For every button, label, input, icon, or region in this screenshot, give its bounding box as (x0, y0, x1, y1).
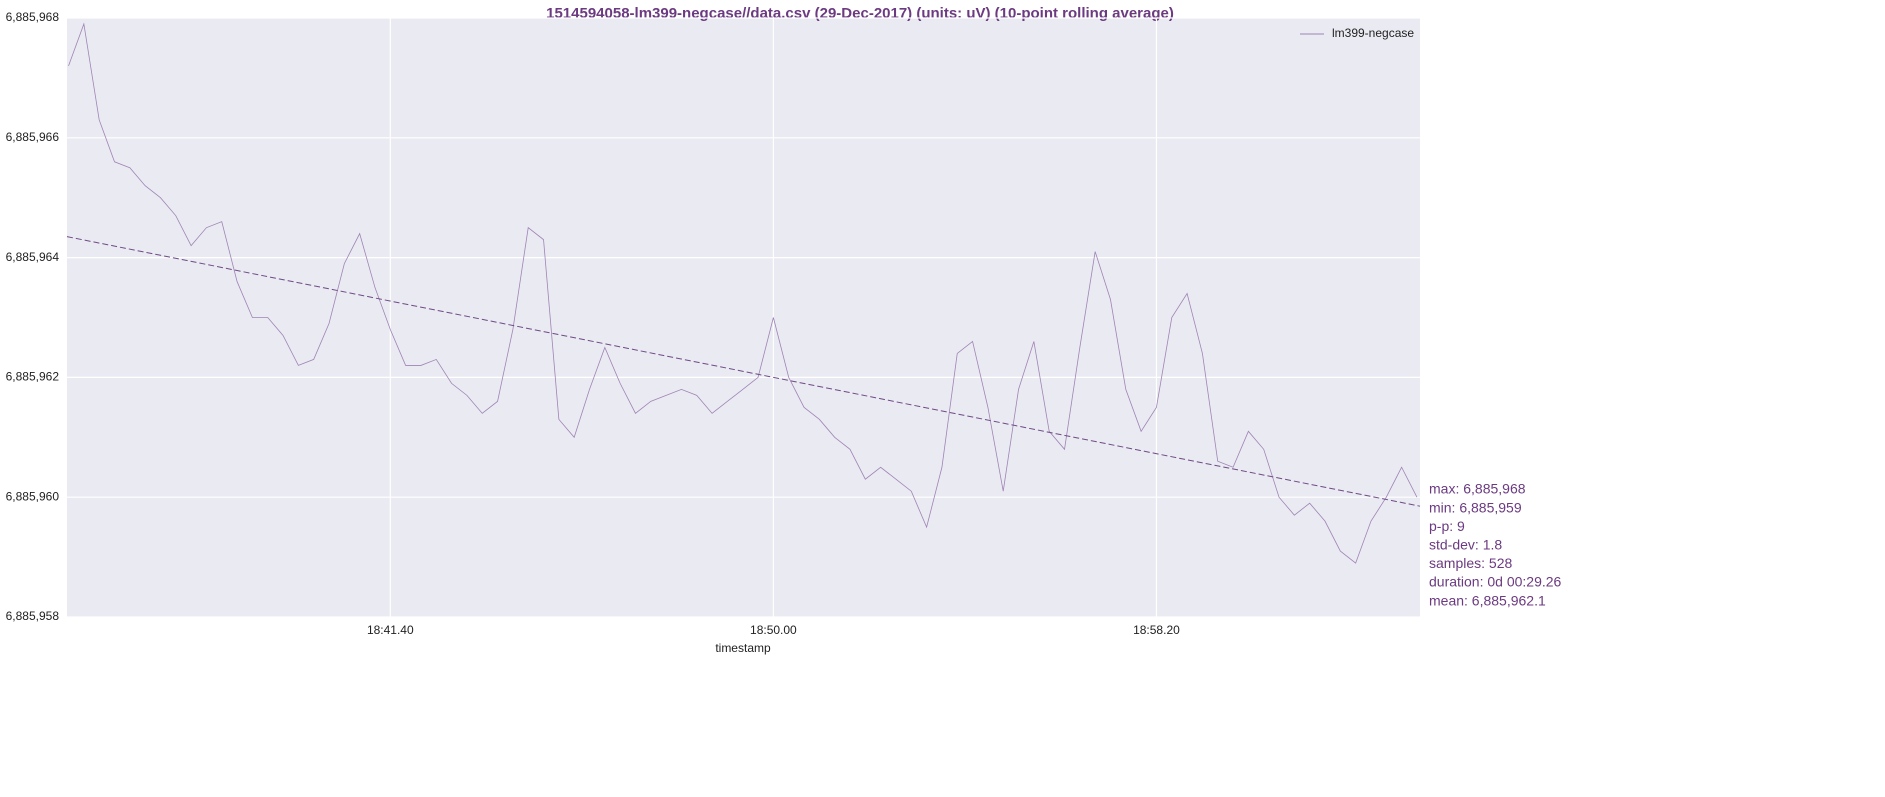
chart-title: 1514594058-lm399-negcase//data.csv (29-D… (546, 5, 1174, 22)
trend-line (66, 236, 1421, 507)
x-tick-label: 18:58.20 (1133, 623, 1180, 637)
y-tick-label: 6,885,958 (6, 609, 60, 623)
plot-area (67, 18, 1420, 617)
data-line (68, 22, 1418, 564)
x-tick-label: 18:50.00 (750, 623, 797, 637)
x-tick-label: 18:41.40 (367, 623, 414, 637)
y-tick-label: 6,885,960 (6, 489, 60, 503)
y-tick-label: 6,885,962 (6, 370, 60, 384)
stat-annotation: samples: 528 (1429, 555, 1512, 571)
x-axis-label: timestamp (715, 641, 771, 655)
stat-annotation: mean: 6,885,962.1 (1429, 592, 1546, 608)
y-tick-label: 6,885,964 (6, 250, 60, 264)
y-tick-label: 6,885,966 (6, 130, 60, 144)
stat-annotation: duration: 0d 00:29.26 (1429, 574, 1562, 590)
legend-label: lm399-negcase (1332, 26, 1414, 40)
stat-annotation: p-p: 9 (1429, 518, 1465, 534)
stat-annotation: std-dev: 1.8 (1429, 537, 1502, 553)
stat-annotation: max: 6,885,968 (1429, 481, 1526, 497)
y-tick-label: 6,885,968 (6, 10, 60, 24)
stat-annotation: min: 6,885,959 (1429, 499, 1522, 515)
